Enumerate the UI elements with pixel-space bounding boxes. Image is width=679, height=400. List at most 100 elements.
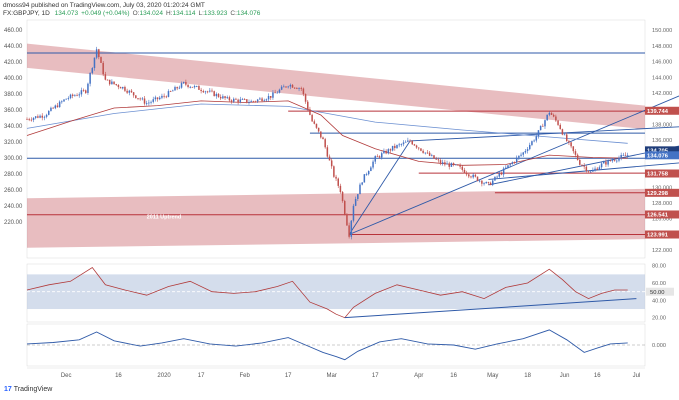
ohlc-item: H:134.114	[166, 10, 196, 17]
candle-body	[45, 114, 48, 117]
candle-body	[259, 98, 261, 100]
candle	[265, 98, 268, 102]
candle	[359, 182, 361, 195]
left-tick-label: 320.00	[4, 140, 23, 146]
candle-body	[370, 167, 372, 172]
right-tick-label: 128.000	[652, 201, 672, 207]
candle-body	[476, 176, 479, 181]
candle-body	[274, 92, 276, 94]
right-tick-label: 136.000	[652, 138, 672, 144]
candle	[487, 181, 490, 185]
candle	[437, 157, 440, 163]
candle	[526, 146, 529, 154]
candle-body	[602, 161, 605, 164]
candle	[557, 119, 559, 126]
candle-body	[213, 91, 215, 97]
candle	[52, 106, 54, 109]
candle-body	[180, 83, 183, 88]
candle-body	[535, 136, 538, 141]
candle-body	[357, 194, 359, 199]
candle	[289, 83, 292, 90]
candle-body	[135, 95, 137, 99]
moving-average-fast	[26, 100, 628, 166]
candle-body	[348, 225, 350, 237]
candle-body	[616, 160, 618, 162]
candle-body	[145, 103, 148, 105]
price-tag: 126.541	[645, 210, 679, 219]
candle-body	[518, 155, 520, 158]
candle	[330, 158, 333, 169]
candle	[296, 87, 298, 90]
candle	[63, 99, 65, 102]
tradingview-logo[interactable]: 17 TradingView	[4, 386, 52, 393]
candle	[478, 179, 481, 183]
left-tick-label: 440.00	[4, 44, 23, 50]
candle-body	[269, 95, 272, 98]
candle	[598, 165, 601, 171]
candle-body	[407, 140, 409, 142]
candle-body	[267, 95, 270, 100]
candle-body	[224, 96, 226, 99]
candle	[457, 164, 459, 166]
candle	[291, 83, 294, 88]
candle	[616, 159, 618, 164]
right-tick-label: 144.000	[652, 75, 672, 81]
candle	[550, 112, 553, 116]
candle	[585, 165, 588, 173]
candle-body	[437, 159, 440, 161]
candle-body	[324, 139, 326, 148]
candle-body	[61, 101, 63, 103]
candle-body	[106, 79, 109, 81]
candle-body	[39, 115, 41, 118]
candle-body	[539, 125, 542, 131]
candle	[441, 159, 444, 166]
candle	[315, 123, 318, 130]
candle-body	[206, 91, 209, 93]
candle-body	[298, 88, 300, 89]
candle	[515, 155, 518, 165]
candle	[389, 148, 392, 154]
candle-body	[522, 152, 524, 155]
candle-body	[285, 86, 287, 88]
candle	[93, 57, 96, 71]
candle	[335, 174, 337, 181]
candle-body	[250, 101, 252, 103]
candle-body	[278, 89, 281, 93]
candle	[581, 164, 583, 167]
candle-body	[507, 165, 509, 168]
candle-body	[396, 145, 398, 149]
price-tag-box	[645, 230, 679, 239]
candle	[148, 99, 150, 106]
left-tick-label: 220.00	[4, 220, 23, 226]
candle	[324, 137, 326, 149]
candle-body	[104, 74, 107, 80]
candle-body	[581, 164, 583, 166]
candle	[531, 140, 533, 147]
candle-body	[481, 180, 483, 184]
candle	[80, 87, 83, 97]
candle	[385, 149, 387, 155]
candle-body	[82, 90, 85, 92]
candle-body	[209, 90, 211, 92]
candle	[274, 89, 276, 94]
candle-body	[496, 176, 498, 178]
candle-body	[413, 144, 416, 146]
trendline	[348, 95, 679, 235]
symbol-label[interactable]: FX:GBPJPY, 1D	[3, 10, 50, 17]
candle	[435, 156, 437, 160]
candle-body	[431, 155, 433, 157]
candle	[280, 85, 283, 91]
price-tag-label: 139.744	[647, 109, 669, 115]
price-tag-box	[645, 169, 679, 178]
ohlc-readout: 134.073 +0.049 (+0.04%) O:134.024 H:134.114…	[52, 10, 261, 17]
candle-body	[400, 144, 403, 146]
candle-body	[483, 183, 485, 185]
candle	[232, 97, 235, 103]
candle	[363, 174, 366, 183]
candle-body	[226, 97, 228, 99]
candle-body	[291, 84, 294, 88]
candle-body	[191, 86, 194, 88]
candle-body	[172, 90, 174, 92]
candle	[357, 194, 359, 202]
